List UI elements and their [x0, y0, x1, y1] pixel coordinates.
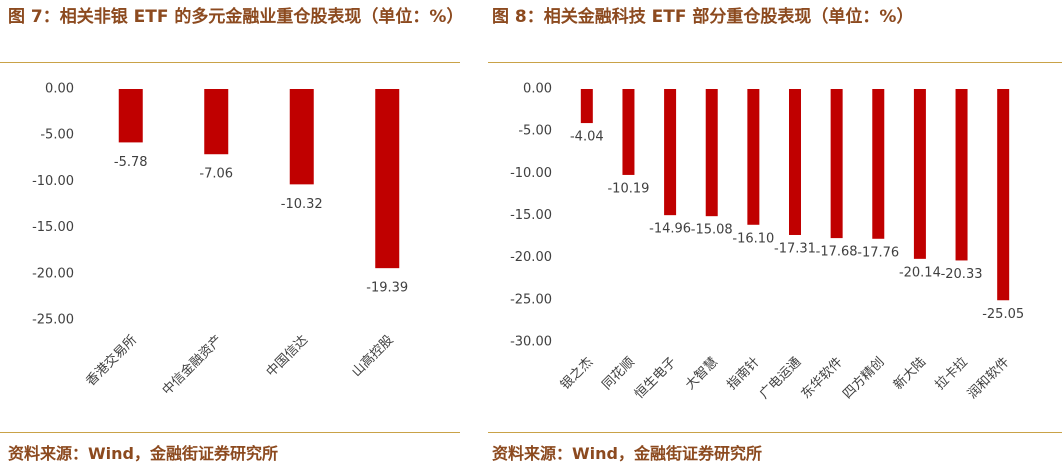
- y-tick-label: -15.00: [510, 208, 552, 223]
- bar: [118, 89, 143, 143]
- x-tick-label: 同花顺: [599, 354, 638, 393]
- x-tick-label: 润和软件: [965, 355, 1012, 402]
- bar: [622, 89, 635, 175]
- data-label: -7.06: [199, 167, 233, 182]
- y-tick-label: -5.00: [40, 128, 74, 143]
- bar: [375, 89, 400, 269]
- y-tick-label: -20.00: [510, 250, 552, 265]
- x-tick-label: 广电运通: [757, 355, 804, 402]
- bar: [913, 89, 926, 259]
- x-tick-label: 中国信达: [264, 333, 311, 380]
- data-label: -19.39: [366, 281, 408, 296]
- bar: [789, 89, 801, 235]
- data-label: -17.31: [774, 241, 816, 256]
- y-tick-label: -25.00: [32, 313, 74, 328]
- data-label: -15.08: [691, 223, 733, 238]
- y-tick-label: -30.00: [510, 335, 552, 350]
- rule: [0, 62, 460, 63]
- x-tick-label: 银之杰: [558, 355, 596, 393]
- bar: [580, 89, 593, 124]
- data-label: -17.68: [816, 245, 858, 260]
- source: 资料来源：Wind，金融街证券研究所: [492, 444, 762, 463]
- data-label: -20.14: [899, 265, 941, 280]
- chart-title: 图 7：相关非银 ETF 的多元金融业重仓股表现（单位：%）: [8, 7, 464, 27]
- bar: [664, 89, 677, 216]
- x-tick-label: 恒生电子: [632, 355, 679, 402]
- rule: [0, 432, 460, 433]
- data-label: -25.05: [982, 307, 1024, 322]
- bar: [872, 89, 885, 239]
- x-tick-label: 大智慧: [682, 354, 721, 393]
- source: 资料来源：Wind，金融街证券研究所: [8, 444, 278, 463]
- data-label: -17.76: [857, 245, 899, 260]
- y-tick-label: -5.00: [518, 124, 552, 139]
- data-label: -20.33: [941, 267, 983, 282]
- rule: [488, 62, 1062, 63]
- y-tick-label: -25.00: [510, 292, 552, 307]
- bar: [997, 89, 1010, 301]
- bar: [204, 89, 229, 155]
- x-tick-label: 香港交易所: [83, 332, 140, 389]
- bar: [830, 89, 843, 239]
- y-tick-label: -20.00: [32, 266, 74, 281]
- bar: [705, 89, 718, 217]
- data-label: -5.78: [114, 155, 148, 170]
- chart-title: 图 8：相关金融科技 ETF 部分重仓股表现（单位：%）: [492, 7, 914, 27]
- x-tick-label: 中信金融资产: [159, 332, 225, 398]
- x-tick-label: 拉卡拉: [933, 355, 971, 393]
- y-tick-label: 0.00: [523, 82, 552, 97]
- chart: 0.00 -5.00 -10.00 -15.00 -20.00 -25.00 -5.78 香港…: [32, 82, 408, 399]
- y-tick-label: -10.00: [510, 166, 552, 181]
- y-tick-label: -15.00: [32, 220, 74, 235]
- y-tick-label: -10.00: [32, 174, 74, 189]
- bar: [289, 89, 314, 185]
- data-label: -10.19: [607, 181, 649, 196]
- x-tick-label: 山高控股: [348, 332, 396, 380]
- y-tick-label: 0.00: [45, 82, 74, 97]
- rule: [488, 432, 1062, 433]
- data-label: -14.96: [649, 222, 691, 237]
- x-tick-label: 东华软件: [799, 355, 846, 402]
- bar: [747, 89, 760, 225]
- bar: [955, 89, 968, 261]
- data-label: -4.04: [570, 130, 604, 145]
- x-tick-label: 新大陆: [890, 354, 929, 393]
- data-label: -10.32: [281, 197, 323, 212]
- x-tick-label: 四方精创: [839, 354, 887, 402]
- chart: 0.00 -5.00 -10.00 -15.00 -20.00 -25.00 -30.00 -…: [510, 82, 1024, 403]
- data-label: -16.10: [732, 231, 774, 246]
- x-tick-label: 指南针: [724, 354, 763, 393]
